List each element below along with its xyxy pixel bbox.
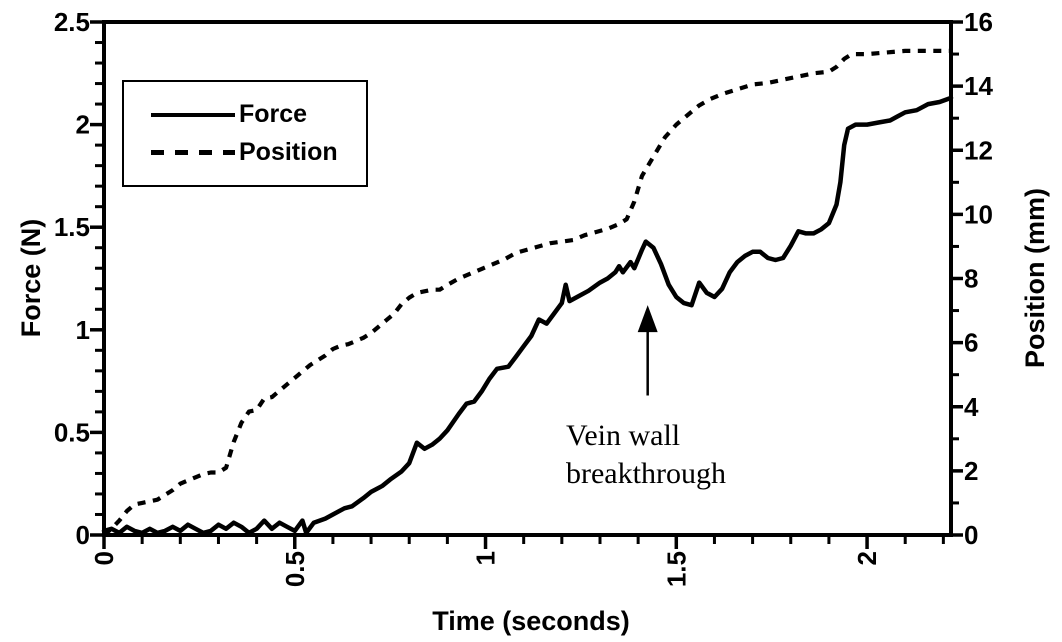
y-right-tick-label: 8 [964, 264, 978, 294]
x-tick-label: 2 [852, 551, 882, 565]
y-left-tick-label: 1 [76, 315, 90, 345]
arrow-head [637, 305, 658, 333]
y-left-tick-label: 2.5 [54, 7, 90, 37]
y-right-tick-label: 16 [964, 7, 993, 37]
y-axis-right-title: Position (mm) [1020, 188, 1050, 368]
force-line-sample-icon [151, 112, 235, 117]
y-right-tick-label: 12 [964, 135, 993, 165]
y-left-tick-label: 2 [76, 110, 90, 140]
position-line-sample-icon [151, 150, 235, 155]
axis-ticks [90, 20, 963, 549]
y-right-tick-label: 0 [964, 520, 978, 550]
annotation-arrow [637, 305, 658, 396]
x-tick-label: 0 [89, 551, 119, 565]
y-right-tick-label: 6 [964, 328, 978, 358]
y-right-tick-label: 4 [964, 392, 979, 422]
annotation-text: Vein wall breakthrough [566, 417, 726, 493]
legend-item-position: Position [151, 138, 366, 166]
x-tick-label: 1 [471, 551, 501, 565]
legend-label-position: Position [239, 138, 338, 166]
legend: Force Position [122, 80, 368, 187]
annotation-line-1: Vein wall [566, 419, 681, 452]
legend-item-force: Force [151, 100, 366, 128]
x-tick-label: 0.5 [280, 551, 310, 587]
y-left-tick-label: 1.5 [54, 212, 90, 242]
y-right-tick-label: 2 [964, 456, 978, 486]
series-lines [101, 48, 954, 537]
annotation-line-2: breakthrough [566, 457, 726, 490]
legend-label-force: Force [239, 100, 308, 128]
x-tick-label: 1.5 [661, 551, 691, 587]
y-axis-left-title: Force (N) [16, 219, 46, 338]
y-left-tick-label: 0.5 [54, 417, 90, 447]
axis-tick-labels: 0 0.5 1 1.5 2 0 0.5 1 1.5 2 2.5 0 2 4 6 8 10 12 14 16 [54, 7, 994, 587]
y-left-tick-label: 0 [76, 520, 90, 550]
y-right-tick-label: 14 [964, 71, 993, 101]
force-series-line [101, 95, 954, 536]
position-series-line [102, 48, 951, 537]
y-right-tick-label: 10 [964, 199, 993, 229]
x-axis-title: Time (seconds) [432, 606, 630, 636]
